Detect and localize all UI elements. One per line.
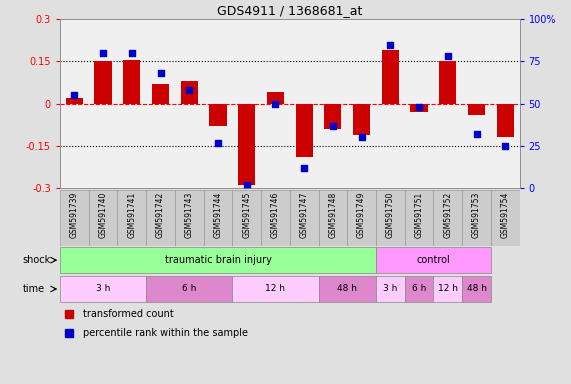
- Text: transformed count: transformed count: [83, 309, 174, 319]
- Bar: [433, 276, 462, 302]
- Text: GSM591749: GSM591749: [357, 192, 366, 238]
- Bar: [319, 190, 347, 246]
- Text: GSM591746: GSM591746: [271, 192, 280, 238]
- Bar: [232, 190, 261, 246]
- Bar: [319, 276, 376, 302]
- Text: GSM591752: GSM591752: [443, 192, 452, 238]
- Bar: [433, 190, 462, 246]
- Bar: [324, 104, 341, 129]
- Text: percentile rank within the sample: percentile rank within the sample: [83, 328, 248, 338]
- Bar: [491, 190, 520, 246]
- Bar: [497, 104, 514, 137]
- Bar: [376, 190, 405, 246]
- Point: [242, 182, 251, 188]
- Bar: [468, 104, 485, 115]
- Bar: [381, 50, 399, 104]
- Point: [501, 143, 510, 149]
- Text: GSM591741: GSM591741: [127, 192, 136, 238]
- Text: 12 h: 12 h: [438, 285, 458, 293]
- Bar: [66, 98, 83, 104]
- Bar: [180, 81, 198, 104]
- Text: GSM591751: GSM591751: [415, 192, 424, 238]
- Bar: [405, 276, 433, 302]
- Point: [415, 104, 424, 110]
- Text: 48 h: 48 h: [467, 285, 486, 293]
- Point: [156, 70, 165, 76]
- Text: 12 h: 12 h: [266, 285, 286, 293]
- Text: 6 h: 6 h: [182, 285, 196, 293]
- Text: GSM591739: GSM591739: [70, 192, 79, 238]
- Text: GSM591750: GSM591750: [386, 192, 395, 238]
- Point: [271, 101, 280, 107]
- Bar: [405, 190, 433, 246]
- Text: GSM591747: GSM591747: [300, 192, 309, 238]
- Bar: [152, 84, 169, 104]
- Point: [357, 134, 366, 141]
- Text: GSM591744: GSM591744: [214, 192, 223, 238]
- Point: [98, 50, 107, 56]
- Bar: [60, 190, 89, 246]
- Text: 48 h: 48 h: [337, 285, 357, 293]
- Point: [386, 41, 395, 48]
- Bar: [290, 190, 319, 246]
- Bar: [210, 104, 227, 126]
- Bar: [376, 276, 405, 302]
- Text: traumatic brain injury: traumatic brain injury: [164, 255, 271, 265]
- Text: GSM591743: GSM591743: [185, 192, 194, 238]
- Text: GSM591748: GSM591748: [328, 192, 337, 238]
- Bar: [60, 247, 376, 273]
- Bar: [89, 190, 118, 246]
- Point: [184, 87, 194, 93]
- Text: control: control: [417, 255, 451, 265]
- Text: 6 h: 6 h: [412, 285, 426, 293]
- Text: GSM591753: GSM591753: [472, 192, 481, 238]
- Bar: [411, 104, 428, 112]
- Point: [70, 92, 79, 98]
- Point: [214, 139, 223, 146]
- Bar: [94, 61, 112, 104]
- Bar: [439, 61, 456, 104]
- Text: shock: shock: [23, 255, 51, 265]
- Point: [443, 53, 452, 60]
- Bar: [462, 190, 491, 246]
- Bar: [175, 190, 204, 246]
- Bar: [347, 190, 376, 246]
- Point: [472, 131, 481, 137]
- Bar: [238, 104, 255, 185]
- Bar: [267, 93, 284, 104]
- Title: GDS4911 / 1368681_at: GDS4911 / 1368681_at: [217, 3, 363, 17]
- Text: GSM591754: GSM591754: [501, 192, 510, 238]
- Bar: [204, 190, 232, 246]
- Text: GSM591745: GSM591745: [242, 192, 251, 238]
- Text: GSM591742: GSM591742: [156, 192, 165, 238]
- Bar: [232, 276, 319, 302]
- Point: [300, 165, 309, 171]
- Bar: [376, 247, 491, 273]
- Bar: [60, 276, 146, 302]
- Text: GSM591740: GSM591740: [99, 192, 107, 238]
- Text: 3 h: 3 h: [383, 285, 397, 293]
- Bar: [261, 190, 289, 246]
- Text: 3 h: 3 h: [96, 285, 110, 293]
- Point: [328, 122, 337, 129]
- Bar: [296, 104, 313, 157]
- Bar: [462, 276, 491, 302]
- Text: time: time: [23, 284, 45, 294]
- Bar: [118, 190, 146, 246]
- Bar: [146, 190, 175, 246]
- Bar: [123, 60, 140, 104]
- Bar: [353, 104, 370, 135]
- Point: [127, 50, 136, 56]
- Bar: [146, 276, 232, 302]
